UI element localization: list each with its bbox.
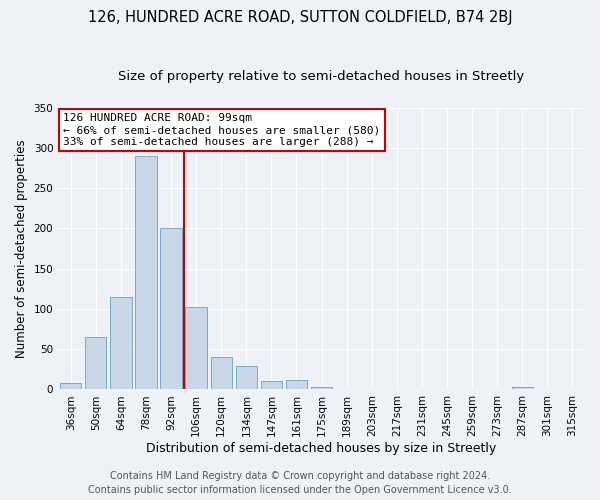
Bar — [286, 380, 307, 390]
Text: 126, HUNDRED ACRE ROAD, SUTTON COLDFIELD, B74 2BJ: 126, HUNDRED ACRE ROAD, SUTTON COLDFIELD… — [88, 10, 512, 25]
Bar — [236, 366, 257, 390]
Bar — [60, 383, 82, 390]
Bar — [110, 297, 131, 390]
Y-axis label: Number of semi-detached properties: Number of semi-detached properties — [15, 140, 28, 358]
X-axis label: Distribution of semi-detached houses by size in Streetly: Distribution of semi-detached houses by … — [146, 442, 497, 455]
Bar — [361, 388, 382, 390]
Text: Contains HM Land Registry data © Crown copyright and database right 2024.
Contai: Contains HM Land Registry data © Crown c… — [88, 471, 512, 495]
Title: Size of property relative to semi-detached houses in Streetly: Size of property relative to semi-detach… — [118, 70, 525, 83]
Bar — [136, 156, 157, 390]
Bar — [336, 388, 358, 390]
Bar — [85, 337, 106, 390]
Text: 126 HUNDRED ACRE ROAD: 99sqm
← 66% of semi-detached houses are smaller (580)
33%: 126 HUNDRED ACRE ROAD: 99sqm ← 66% of se… — [64, 114, 380, 146]
Bar — [311, 387, 332, 390]
Bar — [261, 382, 282, 390]
Bar — [436, 388, 458, 390]
Bar — [512, 387, 533, 390]
Bar — [211, 358, 232, 390]
Bar — [185, 308, 207, 390]
Bar — [386, 388, 407, 390]
Bar — [411, 388, 433, 390]
Bar — [160, 228, 182, 390]
